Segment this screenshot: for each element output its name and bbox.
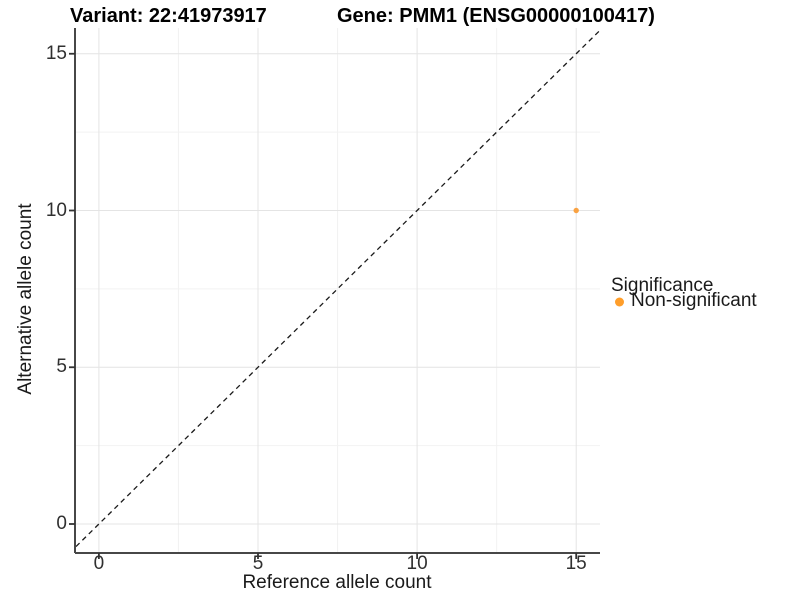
data-point [573, 207, 579, 214]
x-tick-label: 15 [565, 553, 587, 574]
legend-title: Significance [611, 275, 714, 296]
identity-line [75, 30, 600, 548]
x-axis-title: Reference allele count [242, 572, 432, 593]
legend-dot-icon [615, 297, 624, 307]
plot-title-variant: Variant: 22:41973917 [70, 5, 267, 27]
y-tick-label: 10 [45, 199, 67, 221]
x-tick-label: 5 [252, 553, 264, 574]
x-tick-label: 0 [93, 553, 105, 574]
y-tick-label: 0 [56, 513, 67, 534]
y-tick-label: 5 [56, 356, 67, 378]
y-tick-label: 15 [45, 42, 67, 64]
plot-title-gene: Gene: PMM1 (ENSG00000100417) [337, 5, 655, 27]
legend-entry-label: Non-significant [631, 290, 757, 311]
x-tick-label: 10 [406, 553, 428, 574]
y-axis-title: Alternative allele count [15, 203, 36, 395]
